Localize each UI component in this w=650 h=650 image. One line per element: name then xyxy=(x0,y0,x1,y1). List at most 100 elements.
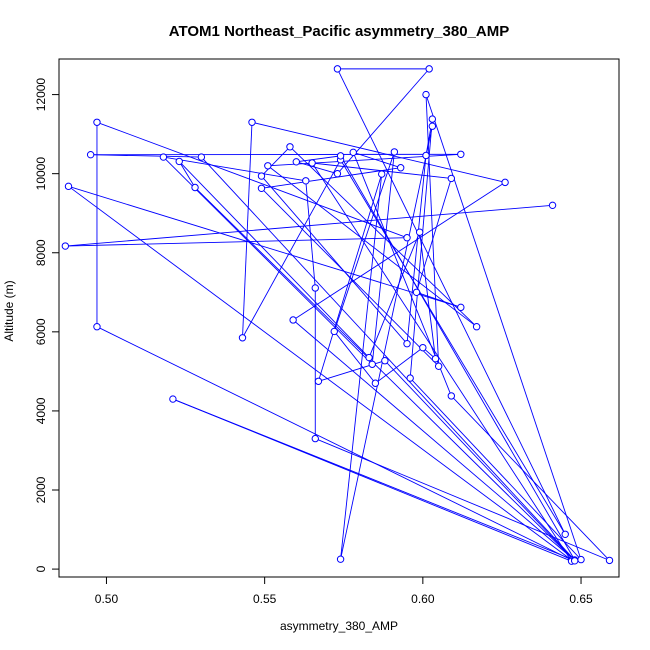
series-segment xyxy=(178,161,196,188)
chart-title: ATOM1 Northeast_Pacific asymmetry_380_AM… xyxy=(169,23,509,40)
data-point xyxy=(64,182,73,191)
series-segment xyxy=(178,161,370,358)
series-segment xyxy=(371,151,395,365)
data-point xyxy=(191,183,199,192)
series-segment xyxy=(172,398,575,561)
data-point xyxy=(368,360,376,368)
series-segment xyxy=(318,173,383,382)
data-point xyxy=(422,151,430,160)
data-point xyxy=(571,557,579,565)
data-point xyxy=(447,174,456,183)
x-axis: 0.50 0.55 0.60 0.65 xyxy=(95,576,593,606)
series-segment xyxy=(333,331,376,384)
data-point xyxy=(311,284,319,292)
y-axis-label: Altitude (m) xyxy=(2,280,16,341)
series-segment xyxy=(96,326,572,561)
series-segment xyxy=(409,377,582,560)
series-segment xyxy=(289,146,477,328)
series-segment xyxy=(419,232,436,359)
data-point xyxy=(381,357,389,365)
data-point xyxy=(371,379,380,387)
series-segment xyxy=(242,122,253,338)
series-segment xyxy=(201,156,576,561)
data-point xyxy=(349,148,357,157)
data-point xyxy=(302,177,310,185)
data-point xyxy=(365,353,373,362)
data-point xyxy=(457,150,465,158)
data-point xyxy=(93,322,101,331)
data-point xyxy=(561,530,569,538)
series-segment xyxy=(337,68,430,174)
y-tick-label: 2000 xyxy=(34,476,48,503)
series-segment xyxy=(416,178,452,293)
data-point xyxy=(425,65,433,73)
series-segment xyxy=(194,187,576,562)
data-point xyxy=(428,122,437,130)
data-point xyxy=(257,184,266,193)
x-axis-label: asymmetry_380_AMP xyxy=(280,619,398,633)
data-point xyxy=(415,228,424,236)
data-point xyxy=(447,392,456,400)
data-point xyxy=(314,377,323,385)
data-point xyxy=(175,157,183,166)
y-tick-label: 4000 xyxy=(34,397,48,424)
series-segment xyxy=(340,159,566,535)
data-point xyxy=(169,395,177,403)
x-tick-label: 0.60 xyxy=(411,592,435,606)
series-segment xyxy=(267,165,477,328)
series-segment xyxy=(425,94,440,367)
series-segment xyxy=(305,180,316,288)
data-point xyxy=(93,118,101,126)
series-segment xyxy=(261,167,401,189)
series-segment xyxy=(333,151,395,332)
data-point xyxy=(286,143,294,151)
series-segment xyxy=(384,360,576,562)
series-segment xyxy=(409,119,433,379)
data-point xyxy=(431,355,440,363)
data-point xyxy=(422,90,430,99)
data-point xyxy=(390,148,399,156)
series-segment xyxy=(261,146,291,177)
series-segment xyxy=(65,237,408,247)
data-point xyxy=(86,150,95,159)
series-segment xyxy=(311,162,572,562)
data-point xyxy=(419,343,427,352)
x-tick-label: 0.65 xyxy=(569,592,593,606)
data-point xyxy=(289,316,297,324)
data-point xyxy=(330,327,338,336)
series-segment xyxy=(425,94,582,560)
series-segment xyxy=(406,155,427,344)
data-point xyxy=(412,288,421,296)
data-point xyxy=(238,334,247,342)
y-tick-label: 0 xyxy=(34,565,48,572)
data-point xyxy=(548,201,557,210)
series-segment xyxy=(96,121,408,239)
x-tick-label: 0.50 xyxy=(95,592,119,606)
data-point xyxy=(403,340,411,348)
series-segment xyxy=(340,155,576,561)
data-point xyxy=(197,153,206,161)
series-segment xyxy=(368,232,421,358)
data-point xyxy=(396,164,405,172)
series-segment xyxy=(375,347,424,384)
data-point xyxy=(248,118,256,126)
series-segment xyxy=(340,126,433,560)
data-point xyxy=(577,555,585,564)
series-segment xyxy=(65,204,553,247)
data-point xyxy=(159,153,168,161)
data-point xyxy=(308,159,316,167)
series-segment xyxy=(68,185,461,308)
data-series xyxy=(61,65,614,565)
series-segment xyxy=(163,156,306,182)
data-point xyxy=(264,162,272,170)
data-point xyxy=(403,234,411,242)
series-segment xyxy=(337,68,566,535)
data-point xyxy=(406,374,414,382)
series-segment xyxy=(315,438,610,561)
y-tick-label: 10000 xyxy=(34,157,48,191)
data-point xyxy=(434,362,443,370)
x-tick-label: 0.55 xyxy=(253,592,277,606)
y-axis: 0 2000 4000 6000 8000 10000 12000 xyxy=(34,78,60,572)
data-point xyxy=(472,322,481,331)
